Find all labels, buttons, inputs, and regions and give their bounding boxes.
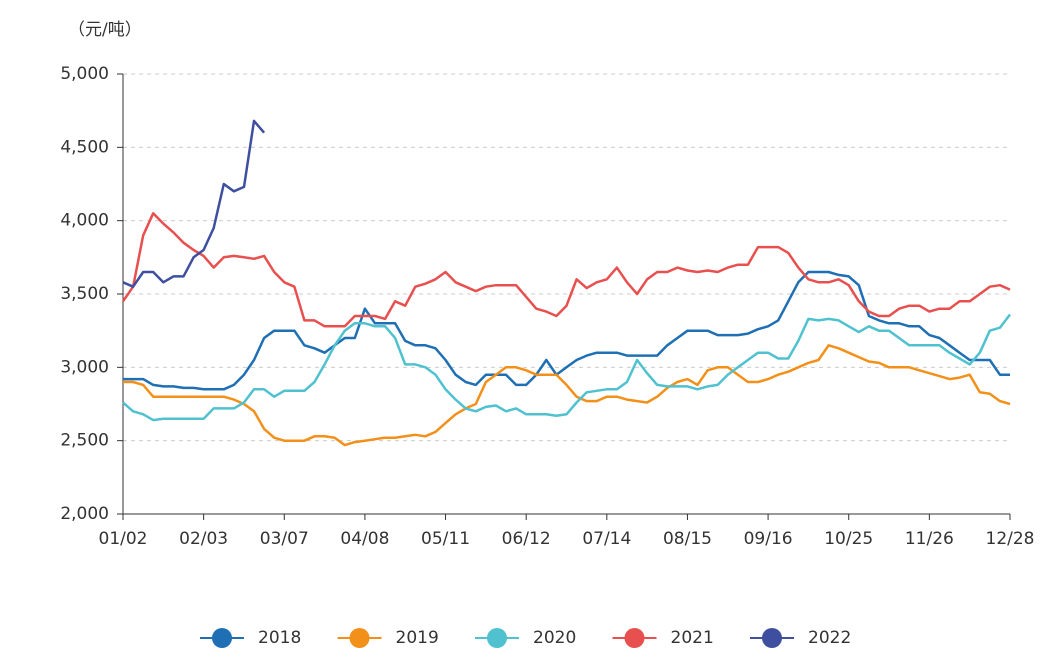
- x-tick-label: 03/07: [260, 529, 309, 549]
- x-tick-label: 02/03: [179, 529, 228, 549]
- y-tick-label: 2,500: [60, 431, 109, 451]
- series-line: [122, 119, 266, 288]
- x-tick-label: 10/25: [824, 529, 873, 549]
- series-line: [122, 313, 1011, 422]
- legend-marker: [349, 628, 370, 648]
- x-tick-label: 08/15: [663, 529, 712, 549]
- series-line: [121, 212, 1011, 328]
- y-tick-label: 5,000: [60, 64, 109, 84]
- y-tick-label: 3,500: [60, 284, 109, 304]
- legend-label: 2021: [671, 628, 714, 648]
- x-tick-label: 09/16: [744, 529, 793, 549]
- legend-label: 2018: [258, 628, 301, 648]
- y-axis-label: （元/吨）: [68, 20, 142, 40]
- y-tick-label: 2,000: [60, 504, 109, 524]
- series-line: [123, 344, 1011, 447]
- legend-marker: [624, 628, 645, 648]
- series-line: [123, 270, 1010, 391]
- legend-label: 2022: [808, 628, 851, 648]
- x-tick-label: 04/08: [340, 529, 389, 549]
- legend-marker: [212, 628, 232, 648]
- x-tick-label: 12/28: [986, 529, 1035, 549]
- x-tick-label: 01/02: [99, 529, 148, 549]
- y-tick-label: 4,000: [60, 211, 109, 231]
- x-tick-label: 07/14: [582, 529, 631, 549]
- legend-label: 2019: [396, 628, 439, 648]
- y-tick-label: 3,000: [60, 357, 109, 377]
- legend-marker: [487, 628, 507, 648]
- y-tick-label: 4,500: [60, 137, 109, 157]
- x-tick-label: 05/11: [421, 529, 470, 549]
- x-tick-label: 06/12: [502, 529, 551, 549]
- x-tick-label: 11/26: [905, 529, 954, 549]
- legend-marker: [762, 628, 782, 648]
- legend-label: 2020: [533, 628, 576, 648]
